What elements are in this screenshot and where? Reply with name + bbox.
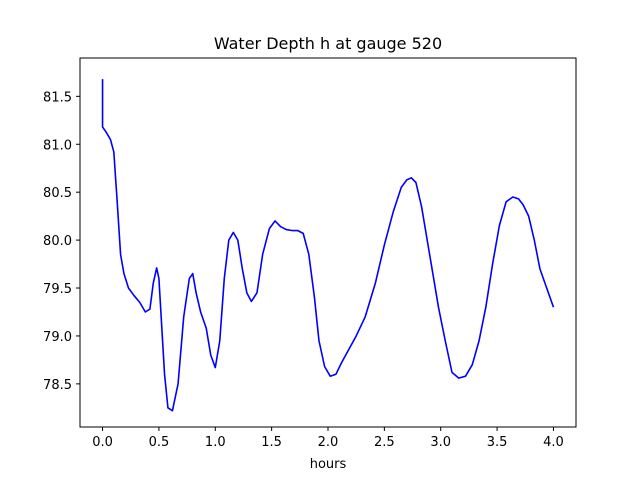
- y-tick-label: 81.5: [43, 90, 72, 105]
- y-tick-label: 78.5: [43, 378, 72, 393]
- y-tick-label: 80.5: [43, 186, 72, 201]
- plot-area: [79, 57, 577, 428]
- y-tick-label: 80.0: [43, 234, 72, 249]
- series-layer: [101, 79, 555, 412]
- y-tick-label: 79.5: [43, 282, 72, 297]
- x-tick-label: 3.5: [487, 435, 508, 450]
- x-tick-label: 1.0: [205, 435, 226, 450]
- x-axis: 0.0 0.5 1.0 1.5 2.0 2.5 3.0 3.5 4.0: [92, 427, 564, 450]
- chart-title: Water Depth h at gauge 520: [214, 34, 442, 53]
- y-axis: 78.5 79.0 79.5 80.0 80.5 81.0 81.5: [43, 90, 80, 393]
- x-tick-label: 1.5: [261, 435, 282, 450]
- x-tick-label: 3.0: [430, 435, 451, 450]
- plot-frame: [79, 57, 577, 428]
- x-axis-label: hours: [310, 457, 347, 472]
- series-line-0: [101, 79, 555, 412]
- x-tick-label: 4.0: [543, 435, 564, 450]
- y-tick-label: 79.0: [43, 330, 72, 345]
- x-tick-label: 0.0: [92, 435, 113, 450]
- y-tick-label: 81.0: [43, 138, 72, 153]
- x-tick-label: 0.5: [149, 435, 170, 450]
- x-tick-label: 2.5: [374, 435, 395, 450]
- x-tick-label: 2.0: [318, 435, 339, 450]
